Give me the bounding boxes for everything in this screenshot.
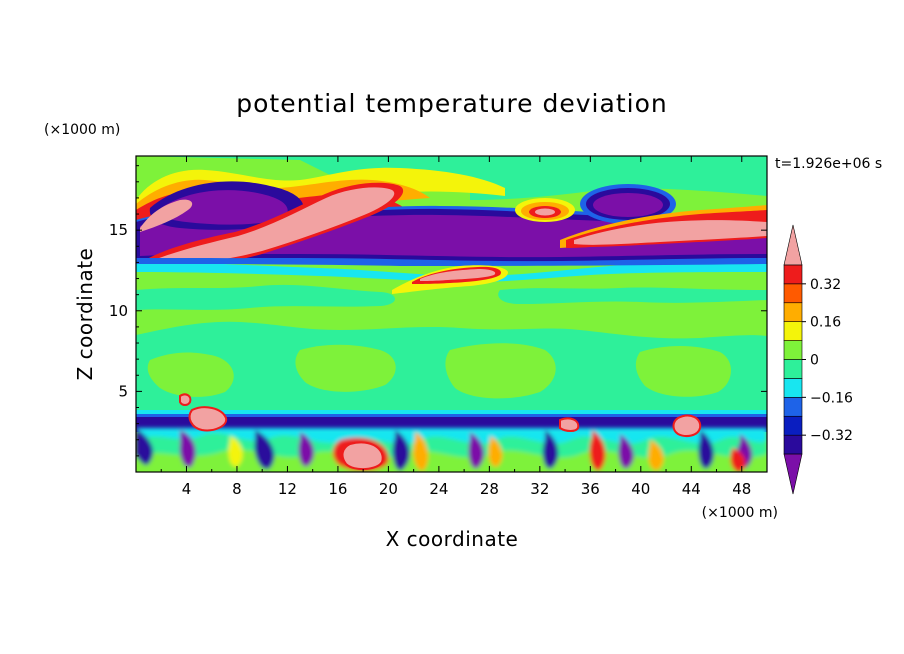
x-tick-label: 28	[480, 480, 499, 498]
mid-warm-patch-3	[445, 343, 556, 399]
colorbar-tick-label: 0.16	[810, 315, 841, 331]
x-axis: 4 8 12 16 20 24 28 32 36 40 44 48	[160, 156, 751, 498]
colorbar-tick-label: −0.32	[810, 428, 853, 444]
colorbar-tick-label: 0.32	[810, 277, 841, 293]
x-tick-label: 48	[732, 480, 751, 498]
mid-upper-band-right	[498, 287, 767, 304]
cool-band-cyan	[136, 262, 767, 282]
x-tick-label: 16	[328, 480, 347, 498]
colorbar-swatch	[783, 434, 803, 455]
warm-blob-top-4	[535, 208, 555, 216]
x-unit-label: (×1000 m)	[702, 505, 778, 521]
mid-warm-patch-4	[635, 346, 732, 397]
colorbar-swatch	[783, 340, 803, 360]
x-tick-label: 40	[631, 480, 650, 498]
bl-warm-core-4	[559, 417, 580, 432]
bl-warm-core-2	[188, 406, 228, 432]
y-tick-label: 5	[118, 382, 128, 400]
x-tick-label: 8	[232, 480, 242, 498]
y-unit-label: (×1000 m)	[44, 122, 120, 138]
mid-upper-band	[136, 284, 395, 310]
colorbar-extend-min	[783, 453, 803, 495]
warm-lens	[420, 269, 496, 281]
contour-field	[136, 156, 767, 472]
colorbar-swatch	[783, 378, 803, 398]
y-tick-label: 10	[109, 302, 128, 320]
x-tick-label: 36	[581, 480, 600, 498]
boundary-layer-turbulence	[136, 428, 767, 472]
warm-filament-1	[140, 187, 395, 268]
x-tick-label: 4	[182, 480, 192, 498]
plot-frame	[135, 155, 768, 473]
cool-band-blue	[136, 258, 767, 266]
x-tick-label: 20	[379, 480, 398, 498]
x-tick-label: 24	[429, 480, 448, 498]
colorbar-swatch	[783, 321, 803, 341]
x-tick-label: 44	[682, 480, 701, 498]
warm-filament-1-tip	[140, 199, 193, 232]
colorbar-tick-label: 0	[810, 353, 819, 369]
colorbar-extend-max	[783, 224, 803, 266]
cold-lens-right-core	[593, 193, 663, 217]
x-tick-label: 12	[278, 480, 297, 498]
bl-warm-core-3	[672, 414, 702, 437]
mid-warm-patch-1	[147, 352, 234, 397]
colorbar-swatch	[783, 415, 803, 436]
y-tick-label: 15	[109, 221, 128, 239]
bl-warm-core-1	[341, 441, 384, 470]
colorbar-swatch	[783, 302, 803, 322]
x-tick-label: 32	[530, 480, 549, 498]
colorbar: 0.32 0.16 0 −0.16 −0.32	[783, 224, 853, 495]
y-axis: 5 10 15	[109, 165, 767, 457]
colorbar-swatch	[783, 264, 803, 285]
chart-title: potential temperature deviation	[236, 89, 667, 118]
time-label: t=1.926e+06 s	[775, 156, 882, 172]
colorbar-swatch	[783, 283, 803, 304]
colorbar-swatch	[783, 359, 803, 379]
warm-filament-2	[574, 220, 767, 245]
colorbar-tick-label: −0.16	[810, 390, 853, 406]
y-axis-label: Z coordinate	[73, 248, 97, 381]
colorbar-swatch	[783, 397, 803, 417]
bl-warm-core-5	[179, 393, 192, 406]
x-axis-label: X coordinate	[386, 527, 519, 551]
mid-warm-patch-2	[295, 344, 396, 392]
cold-lobe-upper-left-core	[158, 190, 288, 225]
